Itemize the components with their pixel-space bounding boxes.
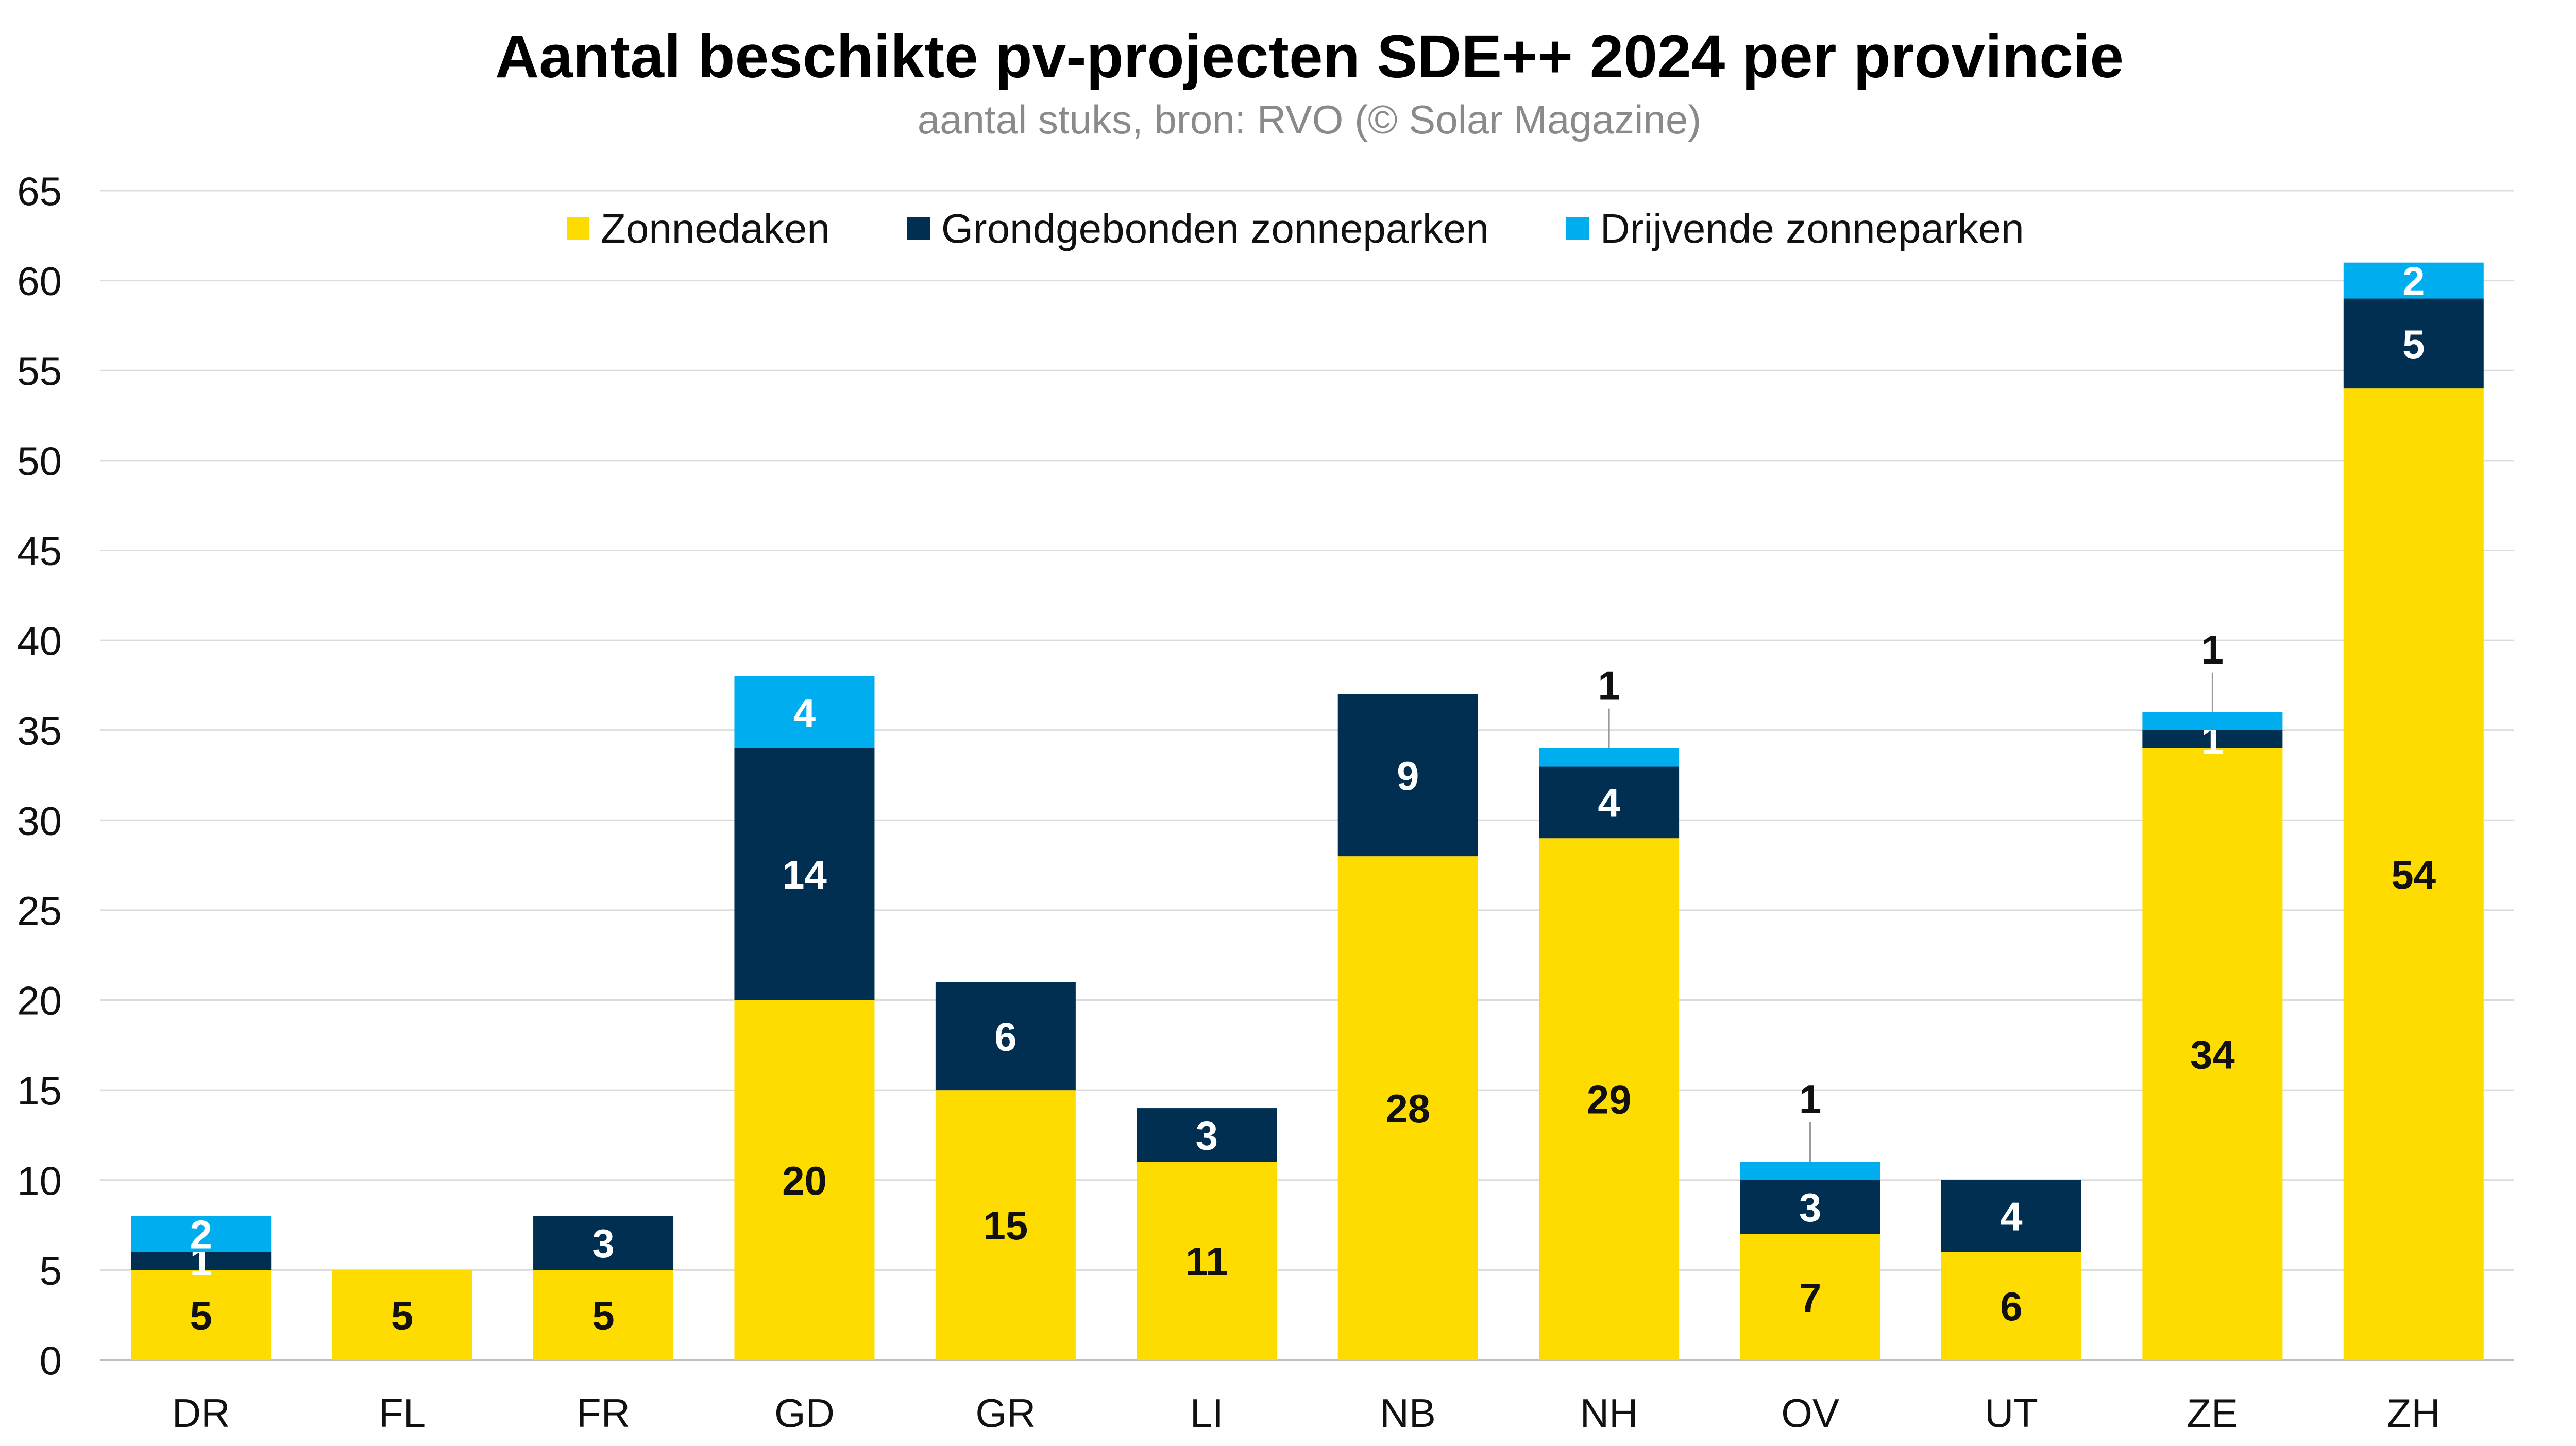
y-tick-label: 10 bbox=[17, 1158, 62, 1203]
data-label: 5 bbox=[592, 1293, 614, 1338]
bar-zh-series-1 bbox=[2343, 298, 2484, 389]
x-tick-label: GD bbox=[774, 1390, 835, 1436]
bar-dr-series-0 bbox=[131, 1270, 272, 1360]
data-label: 11 bbox=[1185, 1239, 1228, 1284]
x-tick-label: DR bbox=[172, 1390, 230, 1436]
data-label: 1 bbox=[2201, 627, 2224, 672]
data-label: 4 bbox=[1598, 780, 1620, 825]
x-tick-label: ZE bbox=[2187, 1390, 2239, 1436]
legend-swatch-grondgebonden bbox=[907, 217, 930, 240]
bar-nh-series-0 bbox=[1539, 838, 1680, 1360]
bar-gr-series-1 bbox=[935, 982, 1076, 1091]
bar-gd-series-0 bbox=[734, 1000, 875, 1360]
y-tick-label: 25 bbox=[17, 888, 62, 933]
bar-dr-series-1 bbox=[131, 1252, 272, 1270]
data-label: 5 bbox=[2402, 321, 2425, 367]
bar-ov-series-2 bbox=[1740, 1162, 1880, 1180]
data-label: 2 bbox=[190, 1212, 212, 1257]
data-label: 1 bbox=[1598, 663, 1620, 708]
data-label: 28 bbox=[1385, 1086, 1430, 1131]
data-label: 6 bbox=[2000, 1284, 2022, 1329]
chart-title: Aantal beschikte pv-projecten SDE++ 2024… bbox=[495, 23, 2124, 91]
x-tick-label: NB bbox=[1380, 1390, 1436, 1436]
bar-ut-series-1 bbox=[1941, 1180, 2081, 1252]
bar-nh-series-1 bbox=[1539, 766, 1680, 839]
bar-ze-series-2 bbox=[2142, 712, 2283, 730]
chart-subtitle: aantal stuks, bron: RVO (© Solar Magazin… bbox=[917, 97, 1702, 142]
data-label: 9 bbox=[1397, 753, 1419, 798]
data-label: 2 bbox=[2402, 259, 2425, 304]
bar-gd-series-1 bbox=[734, 748, 875, 1000]
bar-dr-series-2 bbox=[131, 1216, 272, 1252]
x-tick-label: UT bbox=[1985, 1390, 2038, 1436]
legend-item-zonnedaken: Zonnedaken bbox=[567, 205, 830, 252]
bar-fl-series-0 bbox=[332, 1270, 472, 1360]
bar-nh-series-2 bbox=[1539, 748, 1680, 767]
x-tick-label: LI bbox=[1190, 1390, 1224, 1436]
legend-swatch-drijvende bbox=[1566, 217, 1589, 240]
y-tick-label: 5 bbox=[40, 1248, 62, 1293]
y-tick-label: 40 bbox=[17, 618, 62, 664]
y-tick-label: 45 bbox=[17, 528, 62, 573]
legend-label-zonnedaken: Zonnedaken bbox=[601, 206, 830, 251]
bar-fr-series-0 bbox=[533, 1270, 674, 1360]
x-tick-label: NH bbox=[1580, 1390, 1638, 1436]
legend-label-drijvende: Drijvende zonneparken bbox=[1600, 206, 2024, 251]
data-label: 3 bbox=[1799, 1185, 1821, 1230]
data-label: 6 bbox=[994, 1014, 1016, 1059]
legend-label-grondgebonden: Grondgebonden zonneparken bbox=[941, 206, 1489, 251]
data-label: 5 bbox=[190, 1293, 212, 1338]
chart-legend: Zonnedaken Grondgebonden zonneparken Dri… bbox=[567, 205, 2102, 252]
data-label: 14 bbox=[782, 852, 827, 897]
bar-li-series-1 bbox=[1137, 1108, 1277, 1162]
data-label: 7 bbox=[1799, 1275, 1821, 1320]
data-label: 34 bbox=[2190, 1032, 2235, 1077]
y-tick-label: 60 bbox=[17, 259, 62, 304]
y-tick-label: 35 bbox=[17, 708, 62, 754]
data-label: 3 bbox=[592, 1221, 614, 1266]
bar-ze-series-0 bbox=[2142, 748, 2283, 1360]
data-label: 4 bbox=[793, 690, 816, 736]
bar-li-series-0 bbox=[1137, 1162, 1277, 1360]
bar-ov-series-1 bbox=[1740, 1180, 1880, 1234]
bar-ut-series-0 bbox=[1941, 1252, 2081, 1360]
y-tick-label: 55 bbox=[17, 348, 62, 394]
bar-fr-series-1 bbox=[533, 1216, 674, 1270]
y-tick-label: 30 bbox=[17, 798, 62, 843]
bar-zh-series-0 bbox=[2343, 388, 2484, 1360]
y-tick-label: 65 bbox=[17, 168, 62, 214]
bar-gr-series-0 bbox=[935, 1090, 1076, 1360]
y-tick-label: 20 bbox=[17, 978, 62, 1024]
data-label: 1 bbox=[1799, 1077, 1821, 1122]
x-tick-label: ZH bbox=[2387, 1390, 2441, 1436]
y-tick-label: 0 bbox=[40, 1338, 62, 1383]
data-label: 29 bbox=[1587, 1077, 1632, 1122]
y-tick-label: 50 bbox=[17, 438, 62, 484]
data-label: 3 bbox=[1196, 1113, 1218, 1158]
legend-item-drijvende: Drijvende zonneparken bbox=[1566, 205, 2024, 252]
bar-gd-series-2 bbox=[734, 676, 875, 748]
data-label: 5 bbox=[391, 1293, 413, 1338]
data-label: 4 bbox=[2000, 1194, 2022, 1239]
data-label: 20 bbox=[782, 1158, 827, 1203]
x-tick-label: OV bbox=[1781, 1390, 1839, 1436]
legend-item-grondgebonden: Grondgebonden zonneparken bbox=[907, 205, 1489, 252]
legend-swatch-zonnedaken bbox=[567, 217, 589, 240]
bar-nb-series-0 bbox=[1337, 856, 1478, 1360]
x-tick-label: FL bbox=[379, 1390, 426, 1436]
bar-zh-series-2 bbox=[2343, 262, 2484, 299]
y-tick-label: 15 bbox=[17, 1068, 62, 1113]
bar-ov-series-0 bbox=[1740, 1234, 1880, 1360]
x-tick-label: FR bbox=[577, 1390, 630, 1436]
bar-ze-series-1 bbox=[2142, 730, 2283, 748]
x-tick-label: GR bbox=[975, 1390, 1036, 1436]
data-label: 15 bbox=[983, 1203, 1028, 1248]
bar-nb-series-1 bbox=[1337, 694, 1478, 857]
data-label: 54 bbox=[2391, 852, 2436, 897]
